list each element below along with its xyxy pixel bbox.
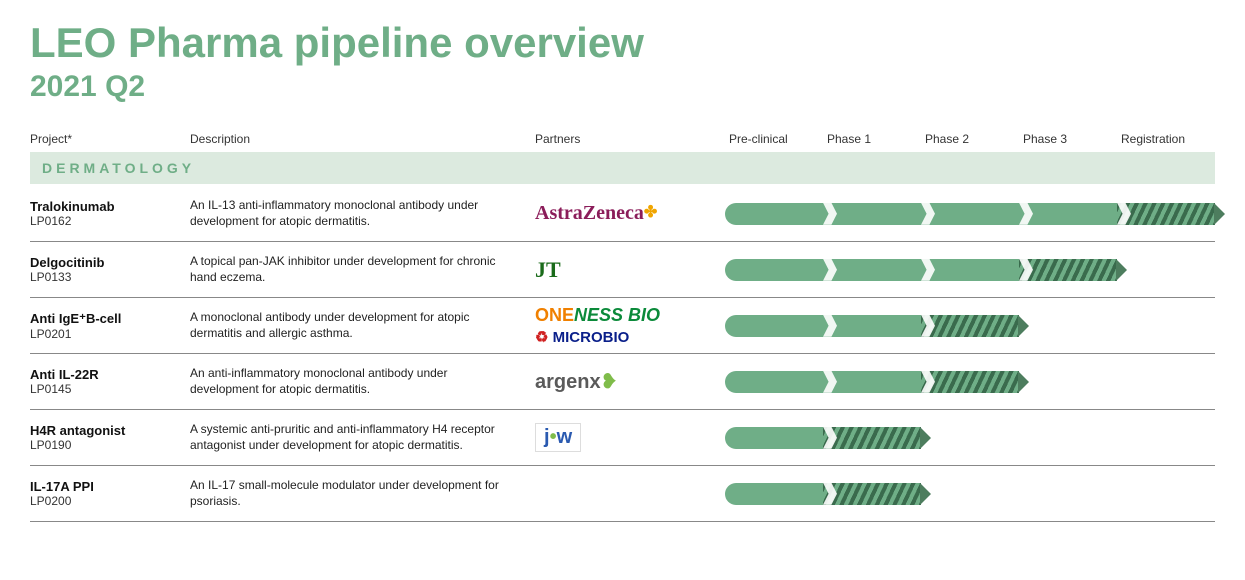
- table-row: IL-17A PPI LP0200 An IL-17 small-molecul…: [30, 466, 1215, 522]
- pipeline-segment: [921, 259, 1019, 281]
- pipeline-segment: [1019, 427, 1117, 449]
- pipeline-segment: [725, 483, 823, 505]
- pipeline-segment: [1117, 259, 1215, 281]
- pipeline-bar: [725, 259, 1215, 281]
- table-row: Anti IL-22R LP0145 An anti-inflammatory …: [30, 354, 1215, 410]
- project-code: LP0133: [30, 270, 190, 284]
- pipeline-segment: [1117, 483, 1215, 505]
- table-row: Delgocitinib LP0133 A topical pan-JAK in…: [30, 242, 1215, 298]
- description-cell: A topical pan-JAK inhibitor under develo…: [190, 254, 535, 285]
- col-partners: Partners: [535, 132, 725, 146]
- phase-3: Phase 3: [1019, 132, 1117, 146]
- project-cell: Anti IgE⁺B-cell LP0201: [30, 311, 190, 341]
- project-code: LP0190: [30, 438, 190, 452]
- description-cell: An IL-17 small-molecule modulator under …: [190, 478, 535, 509]
- phase-preclinical: Pre-clinical: [725, 132, 823, 146]
- pipeline-bar: [725, 371, 1215, 393]
- project-code: LP0162: [30, 214, 190, 228]
- pipeline-segment: [1019, 315, 1117, 337]
- pipeline-segment: [1019, 371, 1117, 393]
- table-row: H4R antagonist LP0190 A systemic anti-pr…: [30, 410, 1215, 466]
- project-cell: Tralokinumab LP0162: [30, 199, 190, 228]
- pipeline-segment: [725, 427, 823, 449]
- partner-cell: AstraZeneca✤: [535, 202, 725, 225]
- pipeline-segment: [823, 371, 921, 393]
- pipeline-bar: [725, 315, 1215, 337]
- pipeline-segment: [725, 259, 823, 281]
- pipeline-bar: [725, 203, 1215, 225]
- pipeline-segment: [725, 371, 823, 393]
- phase-2: Phase 2: [921, 132, 1019, 146]
- description-cell: An anti-inflammatory monoclonal antibody…: [190, 366, 535, 397]
- page-subtitle: 2021 Q2: [30, 70, 1215, 104]
- pipeline-bar: [725, 427, 1215, 449]
- description-cell: A systemic anti-pruritic and anti-inflam…: [190, 422, 535, 453]
- partner-jt: JT: [535, 257, 725, 283]
- table-row: Anti IgE⁺B-cell LP0201 A monoclonal anti…: [30, 298, 1215, 354]
- phase-1: Phase 1: [823, 132, 921, 146]
- partner-cell: j•w: [535, 423, 725, 452]
- page-title: LEO Pharma pipeline overview: [30, 20, 1215, 66]
- column-headers: Project* Description Partners Pre-clinic…: [30, 132, 1215, 152]
- pipeline-segment: [725, 315, 823, 337]
- phase-registration: Registration: [1117, 132, 1215, 146]
- pipeline-segment: [921, 315, 1019, 337]
- pipeline-bar: [725, 483, 1215, 505]
- pipeline-segment: [1117, 203, 1215, 225]
- category-band: DERMATOLOGY: [30, 152, 1215, 184]
- project-name: Tralokinumab: [30, 199, 190, 214]
- partner-microbio: ♻ MICROBIO: [535, 328, 725, 346]
- project-code: LP0200: [30, 494, 190, 508]
- description-cell: A monoclonal antibody under development …: [190, 310, 535, 341]
- project-code: LP0145: [30, 382, 190, 396]
- col-project: Project*: [30, 132, 190, 146]
- pipeline-segment: [1117, 427, 1215, 449]
- partner-cell: JT: [535, 257, 725, 283]
- partner-cell: argenx❥: [535, 369, 725, 394]
- partner-cell: ONENESS BIO ♻ MICROBIO: [535, 305, 725, 346]
- pipeline-segment: [921, 203, 1019, 225]
- project-name: Delgocitinib: [30, 255, 190, 270]
- pipeline-segment: [823, 203, 921, 225]
- pipeline-segment: [921, 427, 1019, 449]
- project-cell: IL-17A PPI LP0200: [30, 479, 190, 508]
- table-row: Tralokinumab LP0162 An IL-13 anti-inflam…: [30, 186, 1215, 242]
- project-cell: H4R antagonist LP0190: [30, 423, 190, 452]
- phase-headers: Pre-clinical Phase 1 Phase 2 Phase 3 Reg…: [725, 132, 1215, 146]
- project-name: Anti IL-22R: [30, 367, 190, 382]
- col-description: Description: [190, 132, 535, 146]
- pipeline-segment: [1019, 483, 1117, 505]
- project-code: LP0201: [30, 327, 190, 341]
- pipeline-segment: [823, 427, 921, 449]
- partner-argenx: argenx❥: [535, 369, 725, 394]
- project-cell: Anti IL-22R LP0145: [30, 367, 190, 396]
- pipeline-segment: [921, 371, 1019, 393]
- pipeline-segment: [823, 259, 921, 281]
- pipeline-segment: [1117, 315, 1215, 337]
- pipeline-segment: [921, 483, 1019, 505]
- pipeline-segment: [1117, 371, 1215, 393]
- project-name: Anti IgE⁺B-cell: [30, 311, 190, 327]
- pipeline-segment: [823, 315, 921, 337]
- pipeline-segment: [823, 483, 921, 505]
- pipeline-segment: [1019, 259, 1117, 281]
- description-cell: An IL-13 anti-inflammatory monoclonal an…: [190, 198, 535, 229]
- partner-oneness: ONENESS BIO: [535, 305, 725, 326]
- pipeline-segment: [1019, 203, 1117, 225]
- project-name: H4R antagonist: [30, 423, 190, 438]
- project-name: IL-17A PPI: [30, 479, 190, 494]
- pipeline-segment: [725, 203, 823, 225]
- rows-container: Tralokinumab LP0162 An IL-13 anti-inflam…: [30, 186, 1215, 522]
- project-cell: Delgocitinib LP0133: [30, 255, 190, 284]
- partner-jw: j•w: [535, 423, 581, 452]
- partner-astrazeneca: AstraZeneca✤: [535, 202, 725, 225]
